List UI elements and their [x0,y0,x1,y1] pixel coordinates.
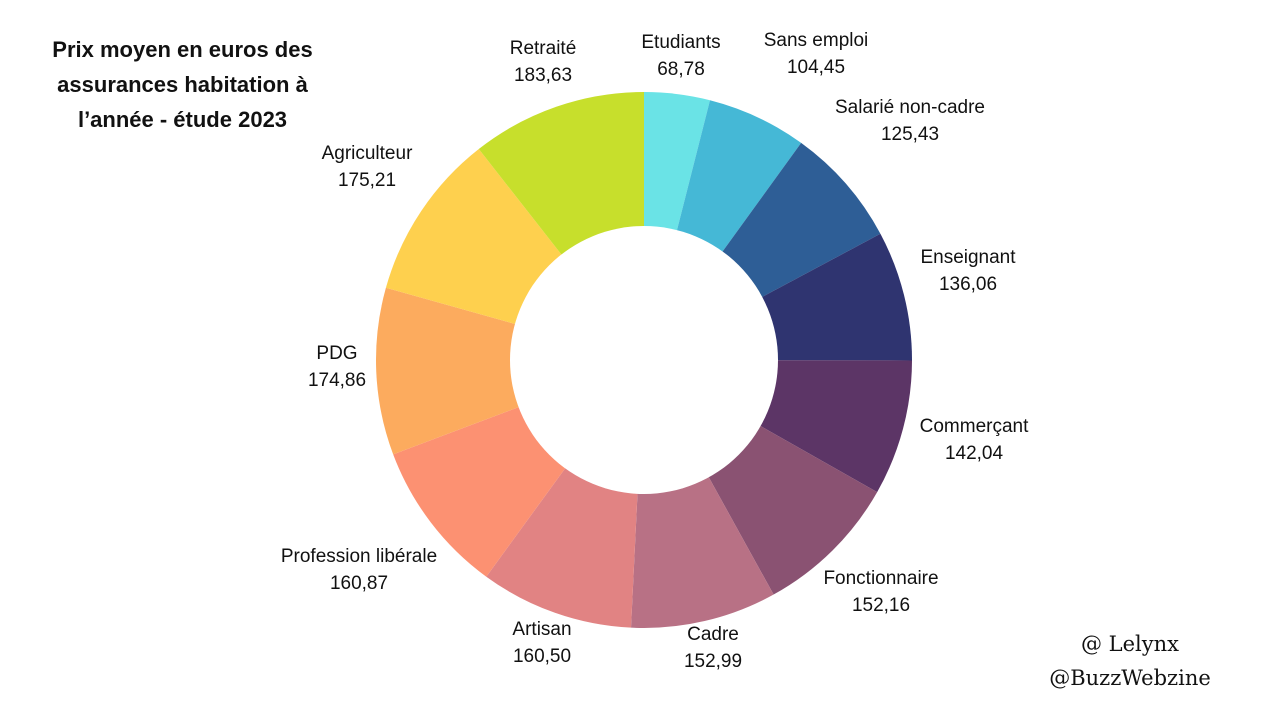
chart-title-line-3: l’année - étude 2023 [77,107,288,132]
slice-label-cadre: Cadre [687,624,739,645]
slice-label-commercant: Commerçant [920,416,1029,437]
slice-value-sans-emploi: 104,45 [787,57,845,78]
slice-label-pdg: PDG [316,343,357,364]
slice-label-retraite: Retraité [510,38,577,59]
slice-value-commercant: 142,04 [945,443,1004,464]
slice-value-profession-liberale: 160,87 [330,573,388,594]
donut-hole [510,226,778,494]
slice-value-salarie-non-cadre: 125,43 [881,124,939,145]
credit-lelynx: @ Lelynx [1081,632,1179,656]
slice-label-salarie-non-cadre: Salarié non-cadre [835,97,985,118]
slice-value-retraite: 183,63 [514,65,572,86]
slice-value-pdg: 174,86 [308,370,366,391]
slice-label-etudiants: Etudiants [641,32,720,53]
slice-value-agriculteur: 175,21 [338,170,396,191]
slice-label-sans-emploi: Sans emploi [764,30,869,51]
slice-label-fonctionnaire: Fonctionnaire [823,568,938,589]
slice-value-enseignant: 136,06 [939,274,997,295]
slice-label-artisan: Artisan [512,619,571,640]
slice-value-fonctionnaire: 152,16 [852,595,910,616]
slice-label-agriculteur: Agriculteur [322,143,413,164]
slice-pdg [376,287,644,455]
chart-title: Prix moyen en euros des assurances habit… [10,32,355,137]
slice-value-artisan: 160,50 [513,646,571,667]
credit-buzzwebzine: @BuzzWebzine [1049,666,1211,690]
slice-labels: Etudiants 68,78 Sans emploi 104,45 Salarié n… [281,30,1029,672]
slice-value-etudiants: 68,78 [657,59,705,80]
slice-value-cadre: 152,99 [684,651,742,672]
slice-label-enseignant: Enseignant [920,247,1016,268]
slice-label-profession-liberale: Profession libérale [281,546,437,567]
chart-title-line-1: Prix moyen en euros des [52,37,313,62]
chart-title-line-2: assurances habitation à [57,72,308,97]
